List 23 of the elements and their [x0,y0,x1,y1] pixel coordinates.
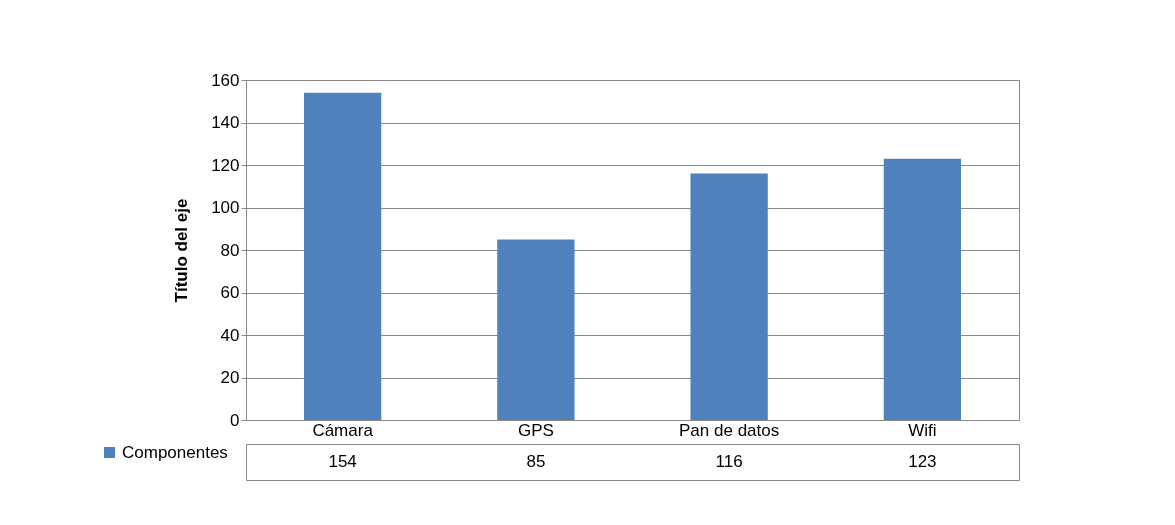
y-tick-label: 140 [211,113,240,132]
y-tick-label: 40 [220,325,240,345]
y-tick-label: 100 [211,198,240,217]
legend-label: Componentes [122,442,228,462]
bar [883,158,962,420]
x-tick-label: GPS [517,420,554,440]
y-tick-label: 160 [211,70,240,90]
y-tick-label: 60 [220,283,240,302]
y-tick-label: 120 [211,155,240,175]
y-tick-label: 20 [220,368,240,387]
bar [497,239,575,420]
y-tick-label: 0 [230,410,240,430]
bar [690,173,768,420]
y-tick-label: 80 [220,240,240,260]
data-label: 123 [908,452,937,471]
data-label: 116 [715,452,743,471]
x-tick-label: Cámara [312,420,374,440]
data-label: 154 [328,452,357,471]
y-axis-title: Título del eje [172,198,192,303]
x-tick-label: Pan de datos [679,420,780,440]
data-label: 85 [526,452,546,471]
bar [303,92,382,420]
x-tick-label: Wifi [908,420,937,440]
